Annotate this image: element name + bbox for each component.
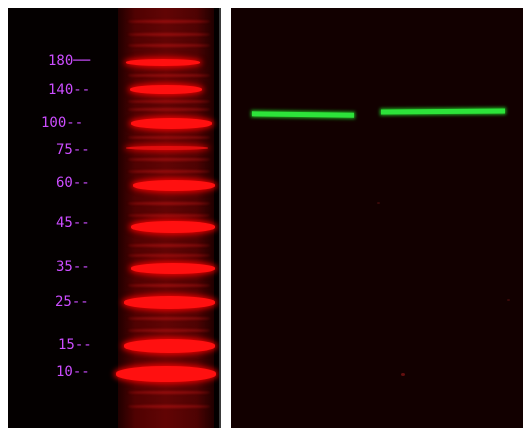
marker-smear [128,254,210,257]
blot-artifact-dot [401,373,405,376]
marker-smear [128,170,210,173]
marker-smear [128,108,210,111]
marker-label-15: 15-- [58,337,92,353]
marker-label-25: 25-- [55,294,89,310]
marker-band-15 [124,339,215,353]
marker-band-60 [133,180,215,191]
marker-band-45 [131,221,215,233]
marker-label-75: 75-- [56,142,90,158]
marker-band-10 [116,366,216,382]
marker-smear [128,20,210,23]
marker-label-100: 100-- [41,115,84,131]
marker-label-140: 140-- [48,82,91,98]
marker-band-25 [124,296,215,309]
marker-smear [128,100,210,103]
marker-band-180 [126,59,200,66]
marker-lane-background [118,8,214,428]
marker-label-180: 180── [48,53,91,69]
marker-label-45: 45-- [56,215,90,231]
marker-label-60: 60-- [56,175,90,191]
blot-artifact-dot [377,202,380,204]
marker-smear [128,158,210,161]
marker-label-10: 10-- [56,364,90,380]
marker-smear [128,317,210,320]
marker-smear [128,136,210,139]
marker-label-35: 35-- [56,259,90,275]
marker-band-75 [126,146,208,150]
blot-artifact-dot [507,299,510,301]
marker-smear [128,244,210,247]
marker-band-35 [131,263,215,274]
marker-band-140 [130,85,202,94]
marker-smear [128,33,210,36]
panel-divider-shadow [219,8,221,428]
marker-smear [128,202,210,205]
marker-smear [128,214,210,217]
marker-smear [128,391,210,394]
marker-smear [128,284,210,287]
right-sample-panel [231,8,523,428]
marker-smear [128,329,210,332]
marker-smear [128,74,210,77]
panel-divider [221,0,231,428]
sample-band-lane-2 [381,108,505,115]
marker-smear [128,44,210,47]
marker-band-100 [131,118,212,129]
marker-smear [128,405,210,408]
